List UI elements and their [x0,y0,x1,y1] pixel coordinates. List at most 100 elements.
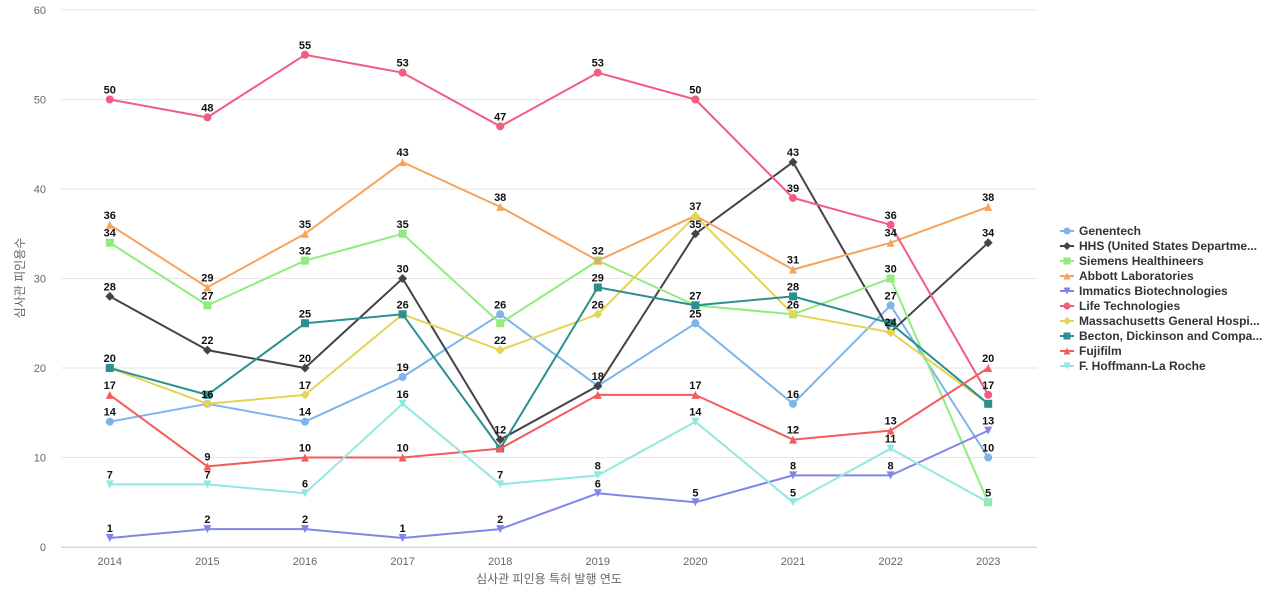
data-point[interactable] [301,489,309,498]
data-point[interactable] [789,435,797,444]
data-point[interactable] [496,525,505,534]
data-point[interactable] [301,417,309,426]
data-point[interactable] [398,229,407,238]
data-point[interactable] [984,498,993,507]
legend-item[interactable]: Immatics Biotechnologies [1060,284,1228,298]
data-point[interactable] [105,480,114,489]
data-point[interactable] [691,301,700,310]
data-point[interactable] [495,435,505,445]
data-point[interactable] [301,256,309,265]
data-point[interactable] [886,444,895,453]
data-point[interactable] [301,525,309,534]
data-point[interactable] [886,319,895,328]
data-point[interactable] [203,301,212,310]
data-point[interactable] [593,309,603,319]
data-point[interactable] [398,453,407,462]
data-point[interactable] [301,453,309,462]
data-point[interactable] [105,238,114,247]
data-point[interactable] [593,471,602,480]
data-point[interactable] [398,274,408,283]
data-point[interactable] [886,220,895,229]
legend-item[interactable]: Becton, Dickinson and Compa... [1060,329,1262,343]
data-point[interactable] [105,390,114,399]
data-point[interactable] [203,113,212,122]
data-point[interactable] [886,274,895,283]
data-point[interactable] [789,292,797,301]
data-point[interactable] [984,399,993,408]
data-point[interactable] [984,390,993,399]
legend-item[interactable]: Siemens Healthineers [1060,254,1204,268]
data-point[interactable] [886,471,895,480]
data-point[interactable] [984,364,993,372]
series-line[interactable] [108,161,990,289]
data-point[interactable] [984,453,993,462]
data-point[interactable] [691,319,700,328]
legend-item[interactable]: Genentech [1060,224,1141,238]
series-line[interactable] [108,402,990,504]
data-point[interactable] [984,426,993,435]
data-point[interactable] [105,291,115,301]
data-point[interactable] [105,534,114,543]
data-point[interactable] [788,309,798,319]
data-point[interactable] [886,301,895,310]
data-point[interactable] [301,229,309,238]
data-point[interactable] [691,95,700,104]
data-point[interactable] [301,319,309,328]
data-point[interactable] [789,471,797,480]
data-point[interactable] [789,265,797,274]
data-point[interactable] [398,310,407,319]
series-line[interactable] [108,53,990,396]
series-line[interactable] [108,429,990,539]
data-point[interactable] [788,157,798,167]
data-point[interactable] [496,202,505,211]
data-point[interactable] [789,399,797,408]
data-point[interactable] [398,534,407,543]
data-point[interactable] [691,390,700,399]
data-point[interactable] [496,480,505,489]
data-point[interactable] [886,327,896,337]
data-point[interactable] [886,426,895,435]
legend-item[interactable]: Fujifilm [1060,344,1122,358]
legend-item[interactable]: Massachusetts General Hospi... [1060,314,1260,328]
data-point[interactable] [496,319,505,328]
series-line[interactable] [108,304,990,459]
data-point[interactable] [203,525,212,534]
data-point[interactable] [983,238,993,248]
data-point[interactable] [789,193,797,202]
data-point[interactable] [202,345,212,355]
data-point[interactable] [593,283,602,292]
data-point[interactable] [398,372,407,381]
data-point[interactable] [886,238,895,247]
data-point[interactable] [300,363,310,373]
data-point[interactable] [398,68,407,77]
data-point[interactable] [789,498,797,507]
data-point[interactable] [300,390,310,400]
data-point[interactable] [593,489,602,498]
data-point[interactable] [593,390,602,399]
data-point[interactable] [398,158,407,167]
data-point[interactable] [691,498,700,507]
data-point[interactable] [398,399,407,408]
legend-item[interactable]: Life Technologies [1060,299,1180,313]
data-point[interactable] [593,381,603,391]
series-line[interactable] [108,286,990,450]
data-point[interactable] [593,68,602,77]
data-point[interactable] [496,444,505,453]
data-point[interactable] [203,480,212,489]
data-point[interactable] [691,417,700,426]
data-point[interactable] [105,364,114,372]
data-point[interactable] [984,202,993,211]
data-point[interactable] [203,462,212,471]
data-point[interactable] [202,399,212,409]
data-point[interactable] [105,95,114,104]
series-line[interactable] [108,161,990,441]
data-point[interactable] [301,50,309,59]
data-point[interactable] [495,345,505,355]
data-point[interactable] [690,229,700,239]
data-point[interactable] [690,211,700,221]
data-point[interactable] [496,310,505,319]
data-point[interactable] [496,122,505,131]
data-point[interactable] [105,220,114,229]
data-point[interactable] [203,390,212,399]
